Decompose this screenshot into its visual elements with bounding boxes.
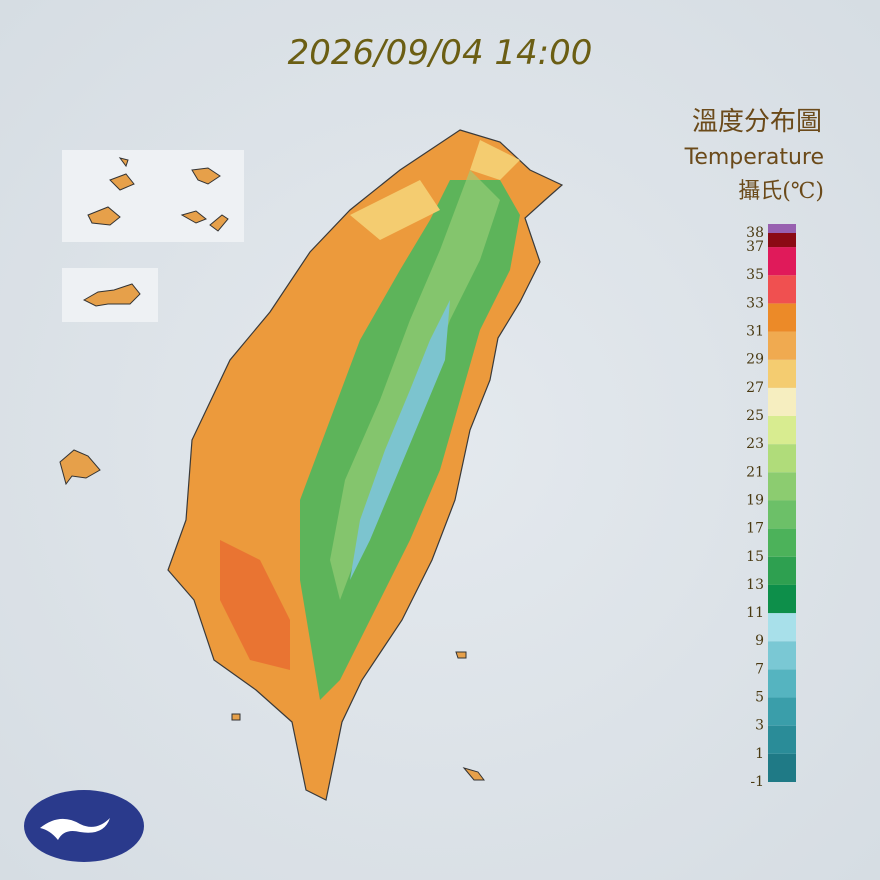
legend-tick-label: 27 <box>746 380 764 396</box>
color-band <box>768 584 796 614</box>
mountain-peak <box>350 300 450 580</box>
color-band <box>768 303 796 332</box>
timestamp: 2026/09/04 14:00 <box>288 33 593 73</box>
legend-tick-label: 31 <box>746 324 764 340</box>
legend-tick-label: 35 <box>746 267 764 283</box>
color-band <box>768 528 796 557</box>
legend-tick-label: 38 <box>746 225 764 241</box>
color-band <box>768 331 796 360</box>
color-band <box>768 556 796 585</box>
legend-tick-label: 11 <box>746 605 764 621</box>
legend-tick-label: 17 <box>746 521 764 537</box>
legend-tick-label: 21 <box>746 464 764 480</box>
legend-tick-label: 1 <box>755 746 764 762</box>
legend-tick-label: 15 <box>746 549 764 565</box>
legend-title: 溫度分布圖 <box>692 107 822 137</box>
color-band <box>768 753 796 782</box>
legend-tick-label: 5 <box>755 690 764 706</box>
color-band <box>768 472 796 501</box>
legend-tick-label: 7 <box>755 661 764 677</box>
legend-tick-label: 29 <box>746 352 764 368</box>
color-band <box>768 387 796 416</box>
legend-tick-label: 23 <box>746 436 764 452</box>
color-band <box>768 233 796 248</box>
legend-unit: 攝氏(℃) <box>738 179 824 204</box>
color-band <box>768 500 796 529</box>
color-band <box>768 669 796 698</box>
color-band <box>768 224 796 233</box>
island <box>59 449 485 781</box>
color-band <box>768 725 796 754</box>
color-band <box>768 444 796 473</box>
warm-zone <box>350 140 520 240</box>
color-band <box>768 247 796 276</box>
island <box>82 283 141 307</box>
legend-tick-label: 19 <box>746 492 764 508</box>
color-band <box>768 641 796 670</box>
color-band <box>768 359 796 388</box>
legend-subtitle: Temperature <box>684 145 824 170</box>
legend-tick-label: -1 <box>750 774 764 790</box>
color-band <box>768 416 796 445</box>
legend-tick-label: 13 <box>746 577 764 593</box>
color-band <box>768 697 796 726</box>
legend-tick-label: 9 <box>755 633 764 649</box>
island <box>87 157 229 232</box>
legend-tick-label: 25 <box>746 408 764 424</box>
legend-tick-label: 37 <box>746 239 764 255</box>
color-band <box>768 275 796 304</box>
logo-mark <box>40 818 110 840</box>
legend-tick-label: 33 <box>746 295 764 311</box>
legend-tick-label: 3 <box>755 718 764 734</box>
color-band <box>768 613 796 642</box>
hot-zone <box>220 540 290 670</box>
